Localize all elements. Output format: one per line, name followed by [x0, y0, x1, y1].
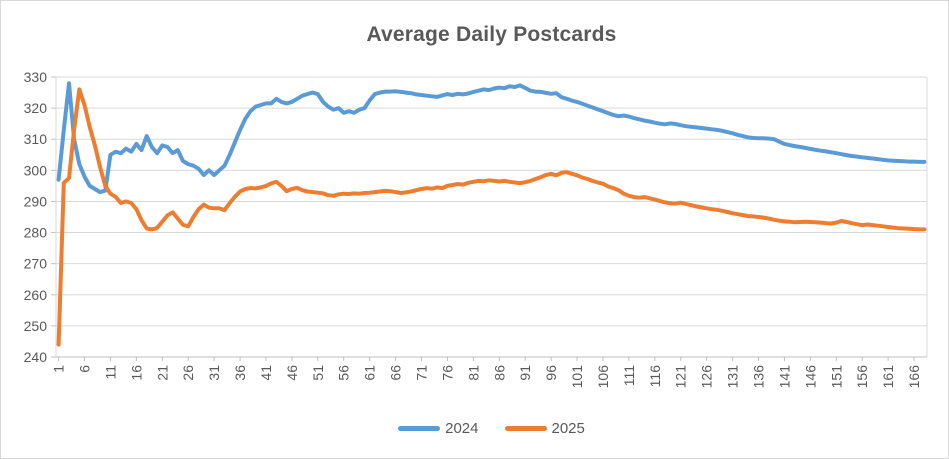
y-tick-label: 240 — [24, 349, 48, 365]
x-tick-label: 81 — [465, 365, 481, 381]
x-tick-label: 131 — [725, 365, 741, 389]
x-tick-label: 21 — [154, 365, 170, 381]
x-tick-label: 11 — [102, 365, 118, 380]
x-tick-label: 161 — [880, 365, 896, 389]
x-tick-label: 76 — [439, 365, 455, 381]
chart-title: Average Daily Postcards — [366, 23, 617, 46]
legend-label-2024: 2024 — [445, 420, 479, 437]
x-tick-label: 51 — [310, 365, 326, 381]
x-tick-label: 141 — [776, 365, 792, 389]
x-tick-label: 1 — [51, 365, 67, 373]
x-tick-label: 91 — [517, 365, 533, 381]
x-tick-label: 86 — [491, 365, 507, 381]
x-tick-label: 71 — [414, 365, 430, 381]
x-tick-label: 111 — [621, 365, 637, 386]
y-tick-label: 330 — [24, 69, 48, 85]
y-tick-label: 270 — [24, 256, 48, 272]
legend-line-swatch-icon-2025 — [504, 426, 547, 431]
y-tick-label: 280 — [24, 225, 48, 241]
series-line-2025[interactable] — [56, 87, 927, 347]
x-tick-label: 166 — [906, 365, 922, 389]
y-tick-label: 290 — [24, 193, 48, 209]
x-tick-label: 116 — [647, 365, 663, 388]
chart-legend: 2024 2025 — [56, 420, 927, 437]
x-tick-label: 66 — [388, 365, 404, 381]
y-tick-label: 310 — [24, 131, 48, 147]
series-line-2024[interactable] — [56, 81, 927, 195]
x-tick-label: 26 — [180, 365, 196, 381]
y-tick-label: 260 — [24, 287, 48, 303]
legend-item-2024[interactable]: 2024 — [398, 420, 479, 437]
x-tick-label: 61 — [362, 365, 378, 381]
y-tick-label: 320 — [24, 100, 48, 116]
x-tick-label: 156 — [854, 365, 870, 389]
x-tick-label: 31 — [206, 365, 222, 381]
x-tick-label: 106 — [595, 365, 611, 389]
x-tick-label: 146 — [802, 365, 818, 389]
x-tick-label: 36 — [232, 365, 248, 381]
x-tick-label: 46 — [284, 365, 300, 381]
y-tick-label: 300 — [24, 162, 48, 178]
legend-label-2025: 2025 — [551, 420, 585, 437]
x-tick-label: 136 — [751, 365, 767, 389]
legend-item-2025[interactable]: 2025 — [504, 420, 585, 437]
x-tick-label: 16 — [128, 365, 144, 381]
legend-line-swatch-icon-2024 — [398, 426, 441, 431]
x-tick-label: 101 — [569, 365, 585, 389]
x-tick-label: 96 — [543, 365, 559, 381]
x-tick-label: 126 — [699, 365, 715, 389]
x-tick-label: 56 — [336, 365, 352, 381]
x-tick-label: 6 — [77, 365, 93, 373]
y-tick-label: 250 — [24, 318, 48, 334]
x-tick-label: 151 — [828, 365, 844, 389]
x-tick-label: 41 — [258, 365, 274, 381]
x-tick-label: 121 — [673, 365, 689, 389]
